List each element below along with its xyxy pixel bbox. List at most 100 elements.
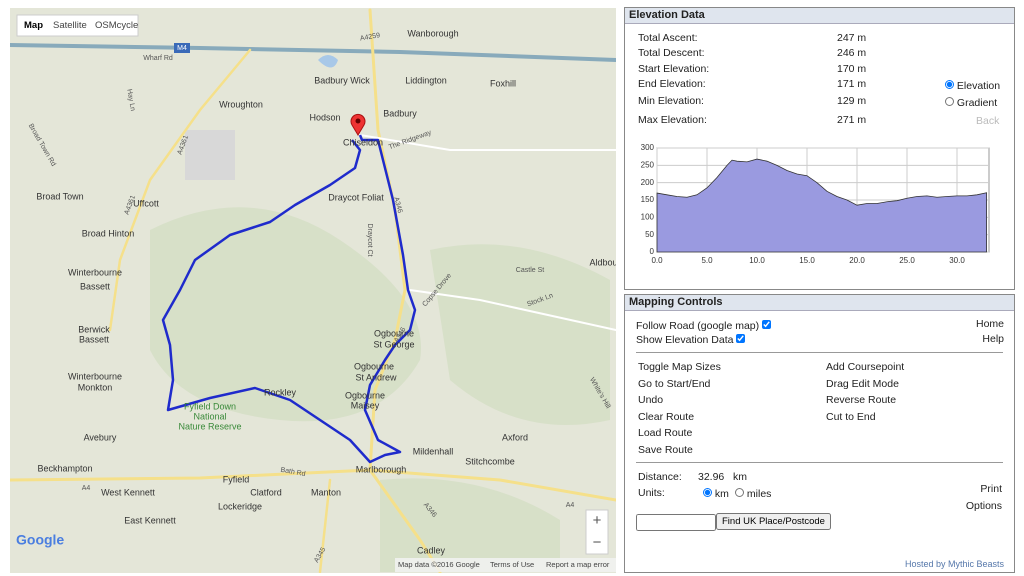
radio[interactable]: [703, 488, 712, 497]
control-link[interactable]: Undo: [638, 394, 664, 406]
place-label: Fyfield: [223, 474, 250, 484]
divider: [636, 352, 1003, 353]
print-link[interactable]: Print: [980, 483, 1002, 495]
road-label: Castle St: [516, 267, 544, 274]
place-label: Marlborough: [356, 464, 407, 474]
place-label: Beckhampton: [37, 463, 92, 473]
control-link[interactable]: Cut to End: [826, 410, 876, 423]
map-tab[interactable]: OSMcycle: [95, 20, 138, 31]
place-label: East Kennett: [124, 515, 176, 525]
place-label: Clatford: [250, 487, 282, 497]
stat-value: 171 m: [837, 78, 867, 90]
road-label: Draycot Ct: [366, 223, 373, 256]
place-label: Bassett: [80, 281, 111, 291]
report-link[interactable]: Report a map error: [546, 560, 610, 569]
y-tick-label: 100: [641, 212, 655, 221]
radio[interactable]: [945, 97, 954, 106]
place-label: West Kennett: [101, 487, 155, 497]
unit-km[interactable]: km: [703, 488, 729, 500]
start-marker-dot: [355, 118, 361, 124]
hosted-link[interactable]: Hosted by Mythic Beasts: [904, 559, 1004, 569]
control-link[interactable]: Drag Edit Mode: [826, 377, 899, 390]
attribution: Map data ©2016 Google: [398, 560, 480, 569]
place-label: Hodson: [309, 112, 340, 122]
checkbox[interactable]: [736, 334, 746, 343]
stat-label: Max Elevation:: [638, 114, 707, 126]
zoom-out[interactable]: −: [593, 534, 602, 551]
radio[interactable]: [735, 488, 744, 497]
x-tick-label: 20.0: [849, 256, 865, 265]
x-tick-label: 10.0: [749, 256, 765, 265]
place-label: Mildenhall: [413, 446, 454, 456]
terms-link[interactable]: Terms of Use: [490, 560, 534, 569]
place-label: Monkton: [78, 382, 113, 392]
control-link[interactable]: Clear Route: [638, 410, 695, 423]
place-label: Cadley: [417, 545, 446, 555]
place-label: Wroughton: [219, 99, 263, 109]
x-tick-label: 5.0: [701, 256, 713, 265]
option-label: Elevation: [956, 80, 1001, 92]
unit-miles[interactable]: miles: [735, 488, 771, 500]
control-link[interactable]: Go to Start/End: [638, 377, 711, 390]
zoom-in[interactable]: +: [593, 512, 602, 529]
control-link[interactable]: Reverse Route: [826, 394, 897, 406]
start-marker[interactable]: [350, 113, 366, 136]
y-tick-label: 300: [641, 143, 655, 152]
roads: [10, 8, 616, 573]
road-label: A346: [392, 196, 403, 214]
map-type-bar: [16, 14, 139, 37]
road-label: A4: [82, 485, 91, 492]
road-label: Bath Rd: [280, 467, 306, 478]
option-label: Gradient: [956, 97, 998, 109]
map[interactable]: Wanborough Badbury Wick Liddington Foxhill W…: [10, 8, 616, 573]
place-label: Draycot Foliat: [328, 192, 384, 202]
checkbox[interactable]: [762, 320, 772, 329]
y-tick-label: 200: [641, 178, 655, 187]
place-label: National: [193, 411, 226, 421]
map-tab[interactable]: Satellite: [53, 20, 87, 31]
stat-label: Total Ascent:: [638, 32, 698, 44]
option-gradient[interactable]: Gradient: [945, 97, 997, 109]
distance-value: 32.96: [698, 471, 725, 483]
stat-value: 246 m: [837, 47, 867, 59]
x-tick-label: 30.0: [949, 256, 965, 265]
control-link[interactable]: Add Coursepoint: [826, 361, 905, 373]
place-label: Broad Town: [36, 191, 83, 201]
follow-road[interactable]: Follow Road (google map): [636, 320, 772, 332]
road-label: A4: [566, 502, 575, 509]
place-label: St George: [373, 339, 414, 349]
help-link[interactable]: Help: [982, 333, 1004, 345]
motorway-badge: [174, 43, 190, 53]
place-label: Maisey: [351, 400, 380, 410]
show-elevation[interactable]: Show Elevation Data: [636, 334, 746, 346]
radio[interactable]: [945, 80, 954, 89]
options-link[interactable]: Options: [965, 500, 1002, 512]
find-button[interactable]: Find UK Place/Postcode: [716, 513, 831, 530]
map-tab[interactable]: Map: [24, 20, 43, 31]
place-label: Manton: [311, 487, 341, 497]
place-label: Liddington: [405, 75, 447, 85]
stat-label: Total Descent:: [638, 47, 705, 59]
control-link[interactable]: Load Route: [638, 427, 693, 439]
distance-unit: km: [733, 471, 747, 483]
attribution-bar: [395, 558, 616, 572]
home-link[interactable]: Home: [975, 318, 1004, 330]
back-button[interactable]: Back: [976, 115, 1000, 127]
control-link[interactable]: Save Route: [638, 443, 693, 456]
label: Follow Road (google map): [636, 320, 760, 332]
place-label: Berwick: [78, 324, 110, 334]
divider: [636, 462, 1003, 463]
search-input[interactable]: [636, 514, 716, 531]
option-elevation[interactable]: Elevation: [945, 80, 1000, 92]
place-label: Aldbourne: [589, 257, 616, 267]
place-label: Chiseldon: [343, 137, 383, 147]
stat-value: 129 m: [837, 95, 867, 107]
y-tick-label: 250: [641, 160, 655, 169]
place-label: Ogbourne: [374, 328, 414, 338]
x-tick-label: 0.0: [651, 256, 663, 265]
control-link[interactable]: Toggle Map Sizes: [638, 361, 721, 373]
place-label: Fyfield Down: [184, 401, 236, 411]
place-label: Badbury Wick: [314, 75, 370, 85]
place-label: St Andrew: [355, 372, 397, 382]
